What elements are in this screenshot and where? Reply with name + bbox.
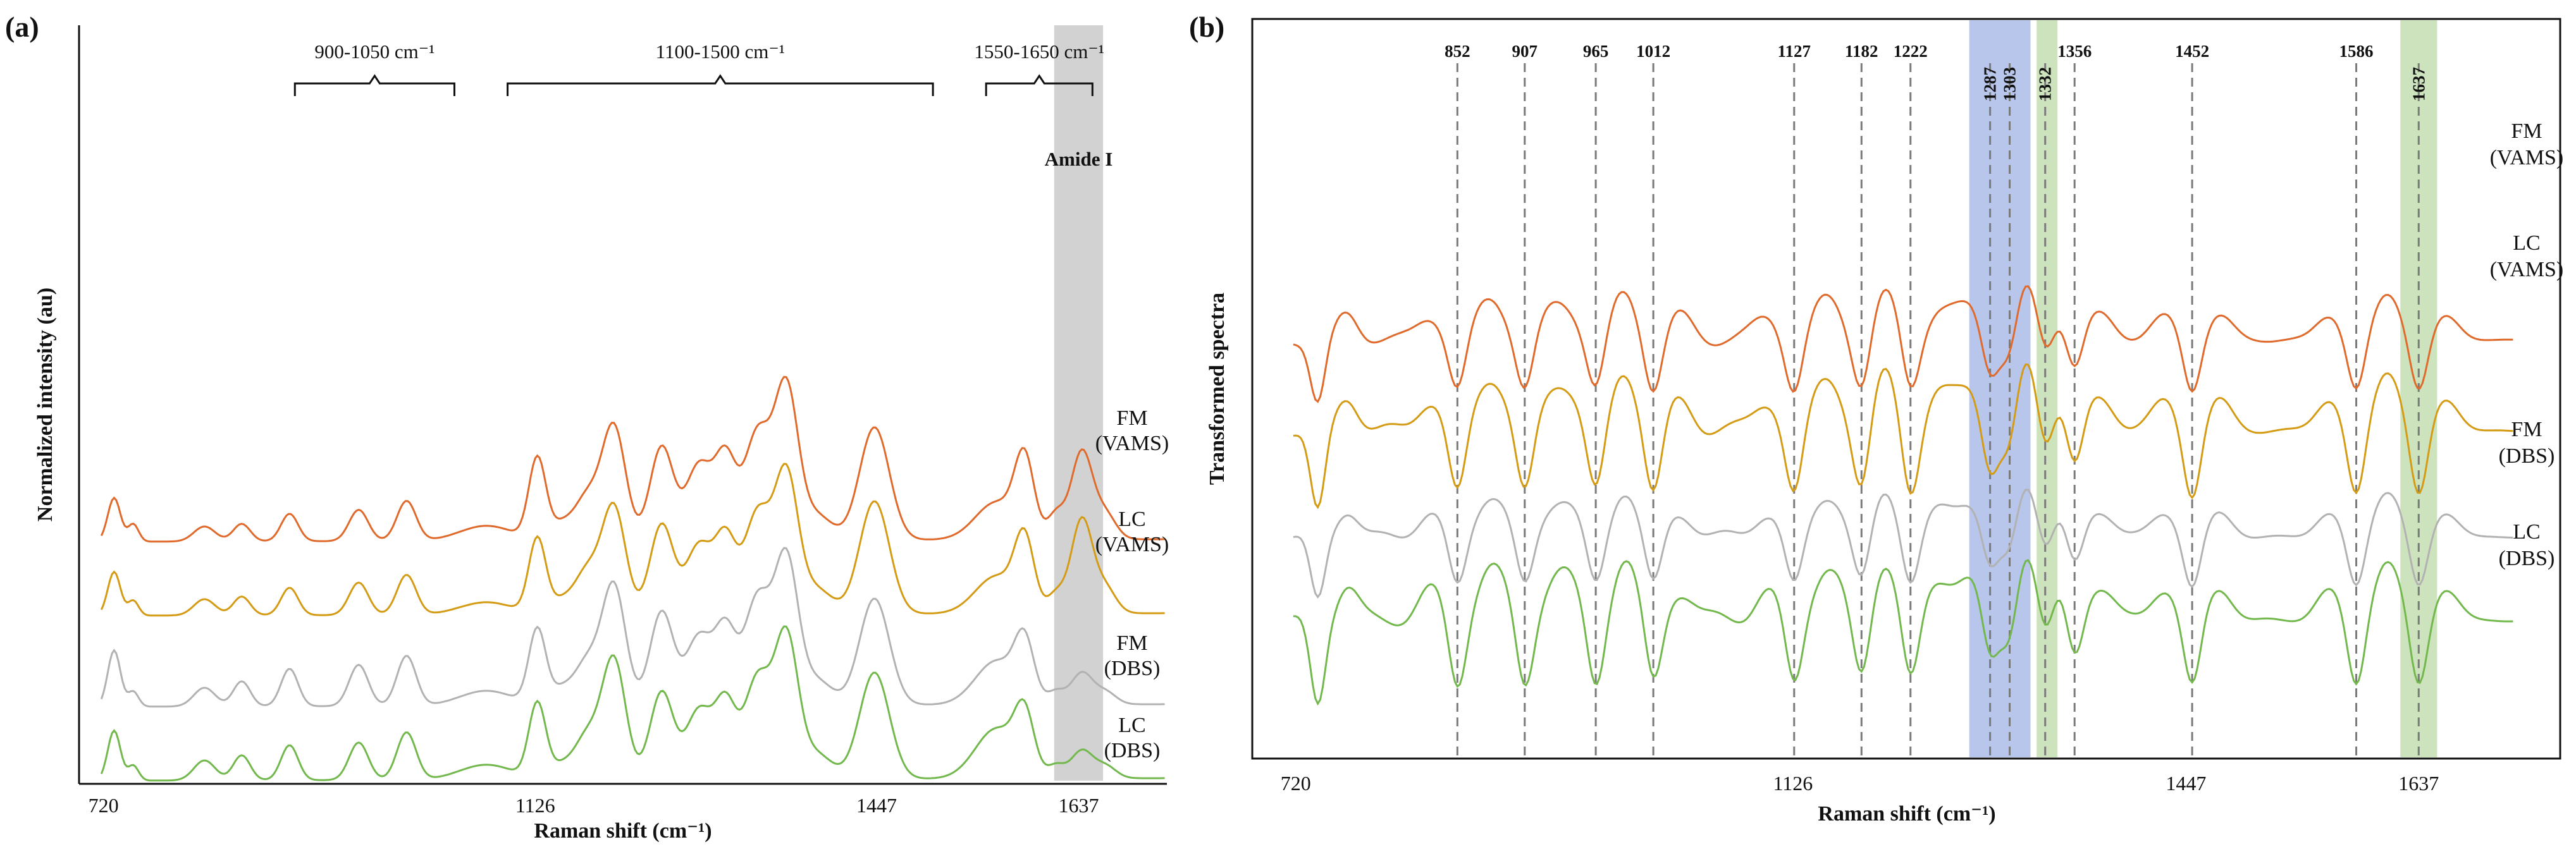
spectrum-lc-vams-b [1293, 363, 2513, 509]
peak-guides: 852 907 965 1012 1127 1182 1222 1287 1303 1332135… [1445, 42, 2428, 757]
x-tick-label: 1447 [856, 794, 897, 817]
legend-fm-dbs-a: FM (DBS) [1104, 631, 1161, 680]
legend-label-line: FM [1116, 406, 1147, 430]
x-tick-label: 1637 [1058, 794, 1099, 817]
peak-label: 1012 [1636, 42, 1670, 61]
legend-fm-dbs-b: FM (DBS) [2499, 418, 2555, 468]
y-axis-title-a: Normalized intensity (au) [34, 288, 57, 522]
region-bracket-900-1050 [293, 74, 455, 96]
spectrum-fm-dbs-b [1293, 489, 2513, 599]
peak-label: 852 [1445, 42, 1470, 61]
x-tick-label: 1126 [1773, 772, 1813, 795]
y-axis-title-b: Transformed spectra [1205, 293, 1229, 485]
region-label-900-1050: 900-1050 cm⁻¹ [314, 40, 434, 63]
legend-label-line: LC [1118, 508, 1145, 531]
x-tick-label: 1126 [515, 794, 555, 817]
legend-fm-vams-a: FM (VAMS) [1095, 406, 1169, 455]
legend-lc-vams-a: LC (VAMS) [1095, 508, 1169, 556]
peak-label: 1127 [1778, 42, 1811, 61]
legend-label-line: LC [1118, 714, 1145, 737]
peak-label: 1303 [2000, 67, 2019, 101]
peak-label: 1586 [2339, 42, 2374, 61]
region-bracket-1550-1650 [985, 74, 1094, 96]
amide-band [1054, 25, 1104, 781]
legend-label-line: (DBS) [1104, 657, 1161, 680]
x-tick-label: 1637 [2398, 772, 2439, 795]
legend-label-line: (DBS) [2499, 547, 2555, 570]
legend-label-line: (VAMS) [2490, 146, 2564, 169]
legend-lc-dbs-b: LC (DBS) [2499, 520, 2555, 570]
peak-label: 1332 [2036, 67, 2055, 101]
spectrum-lc-dbs-a [100, 625, 1165, 782]
legend-label-line: FM [2511, 119, 2542, 143]
region-brackets: 900-1050 cm⁻¹ 1100-1500 cm⁻¹ 1550-1650 c… [293, 40, 1104, 96]
spectrum-fm-dbs-a [100, 547, 1165, 708]
peak-label: 1356 [2057, 42, 2092, 61]
panel-b: (b) 852 907 965 1012 1127 1182 1222 1287 1303 133… [1189, 11, 2563, 826]
spectrum-lc-vams-a [100, 463, 1165, 617]
peak-label: 907 [1512, 42, 1538, 61]
legend-label-line: FM [1116, 631, 1147, 655]
legend-label-line: (VAMS) [2490, 258, 2564, 281]
panel-a-label: (a) [5, 11, 39, 43]
x-tick-label: 720 [1281, 772, 1311, 795]
legend-label-line: LC [2513, 520, 2540, 544]
legend-label-line: (DBS) [1104, 739, 1161, 762]
panel-a: (a) Amide I 900-1050 cm⁻¹ 1100-1500 cm⁻¹… [5, 11, 1169, 843]
plot-frame-b [1251, 18, 2561, 760]
legend-fm-vams-b: FM (VAMS) [2490, 119, 2564, 169]
legend-label-line: (VAMS) [1095, 533, 1169, 556]
highlight-band-green [2037, 20, 2058, 757]
legend-label-line: (DBS) [2499, 444, 2555, 468]
x-axis-title-a: Raman shift (cm⁻¹) [534, 819, 712, 843]
peak-label: 965 [1583, 42, 1609, 61]
x-tick-label: 720 [89, 794, 119, 817]
region-label-1550-1650: 1550-1650 cm⁻¹ [974, 40, 1104, 63]
peak-label: 1287 [1981, 67, 2000, 101]
spectrum-fm-vams-b [1293, 285, 2513, 403]
peak-label: 1452 [2175, 42, 2209, 61]
region-bracket-1100-1500 [507, 74, 934, 96]
x-tick-label: 1447 [2166, 772, 2206, 795]
region-label-1100-1500: 1100-1500 cm⁻¹ [656, 40, 785, 63]
spectrum-fm-vams-a [100, 375, 1165, 543]
legend-label-line: (VAMS) [1095, 432, 1169, 455]
legend-label-line: FM [2511, 418, 2542, 441]
peak-label: 1222 [1894, 42, 1928, 61]
x-axis-title-b: Raman shift (cm⁻¹) [1818, 802, 1995, 826]
legend-lc-dbs-a: LC (DBS) [1104, 714, 1161, 762]
amide-band-label: Amide I [1045, 148, 1113, 170]
legend-label-line: LC [2513, 231, 2540, 255]
peak-label: 1637 [2409, 67, 2428, 101]
highlight-band-blue [1969, 20, 2031, 757]
legend-lc-vams-b: LC (VAMS) [2490, 231, 2564, 281]
spectrum-lc-dbs-b [1293, 559, 2513, 706]
panel-b-label: (b) [1189, 11, 1224, 43]
peak-label: 1182 [1845, 42, 1878, 61]
